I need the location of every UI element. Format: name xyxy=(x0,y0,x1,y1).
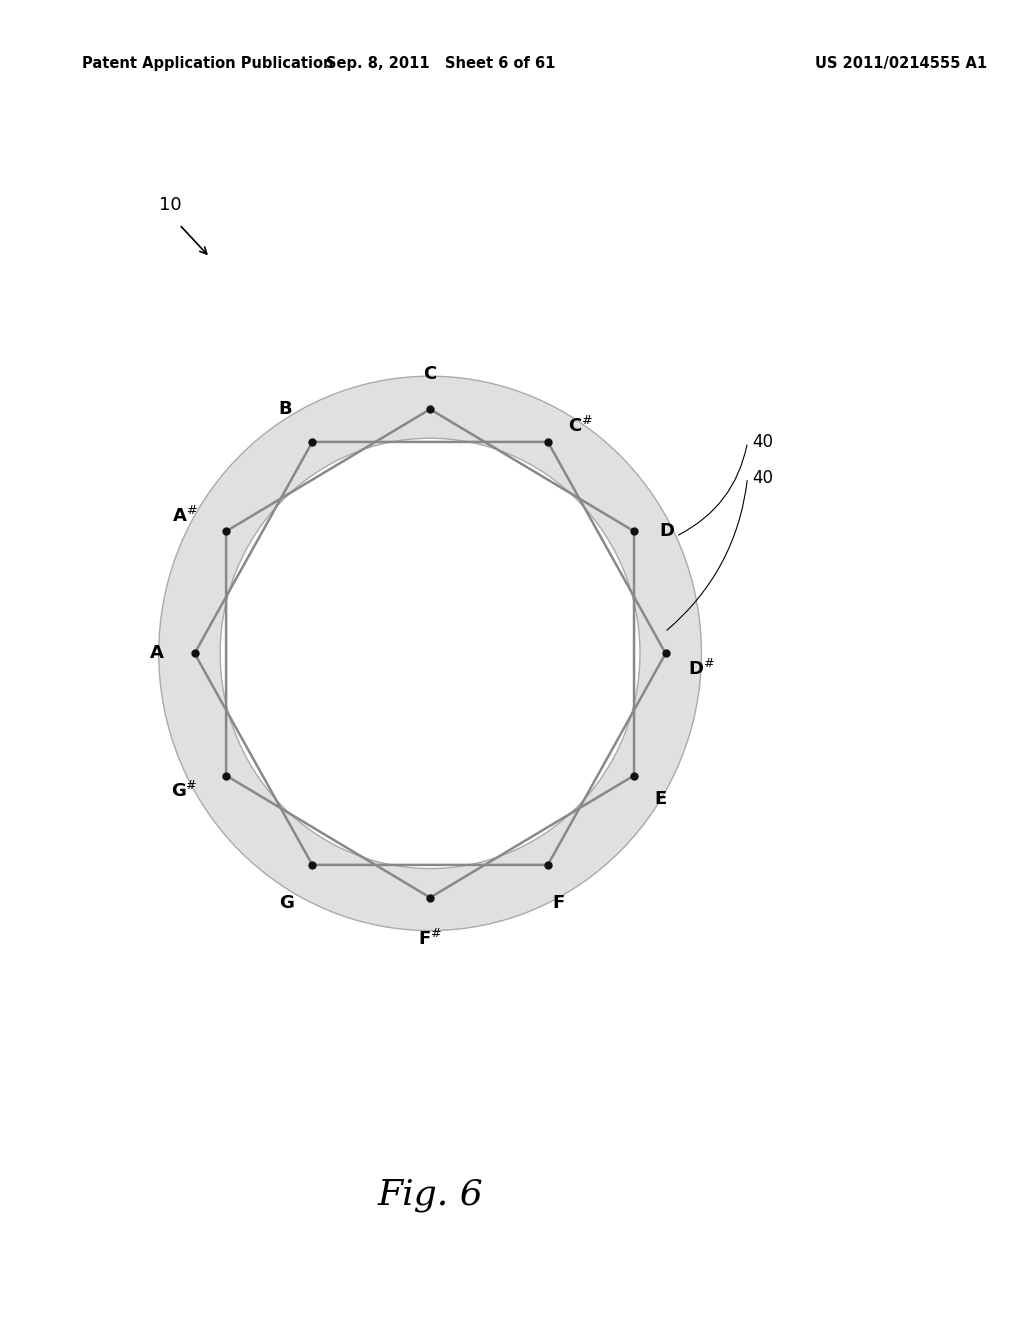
Text: US 2011/0214555 A1: US 2011/0214555 A1 xyxy=(815,55,987,71)
Text: F: F xyxy=(552,894,564,912)
Text: G: G xyxy=(279,894,294,912)
Ellipse shape xyxy=(159,376,701,931)
Text: D$^{\#}$: D$^{\#}$ xyxy=(688,659,715,680)
Text: E: E xyxy=(654,791,667,808)
Text: F$^{\#}$: F$^{\#}$ xyxy=(418,929,442,949)
Text: A$^{\#}$: A$^{\#}$ xyxy=(172,506,198,525)
Text: D: D xyxy=(659,523,675,540)
Ellipse shape xyxy=(220,438,640,869)
Text: G$^{\#}$: G$^{\#}$ xyxy=(171,781,198,801)
Text: Sep. 8, 2011   Sheet 6 of 61: Sep. 8, 2011 Sheet 6 of 61 xyxy=(326,55,555,71)
Text: Fig. 6: Fig. 6 xyxy=(377,1177,483,1212)
Text: B: B xyxy=(279,400,292,418)
Text: 10: 10 xyxy=(159,195,181,214)
Text: Patent Application Publication: Patent Application Publication xyxy=(82,55,334,71)
Text: C$^{\#}$: C$^{\#}$ xyxy=(568,416,593,436)
Text: 40: 40 xyxy=(753,469,774,487)
Text: A: A xyxy=(150,644,164,663)
Text: C: C xyxy=(424,364,436,383)
Text: 40: 40 xyxy=(753,433,774,451)
